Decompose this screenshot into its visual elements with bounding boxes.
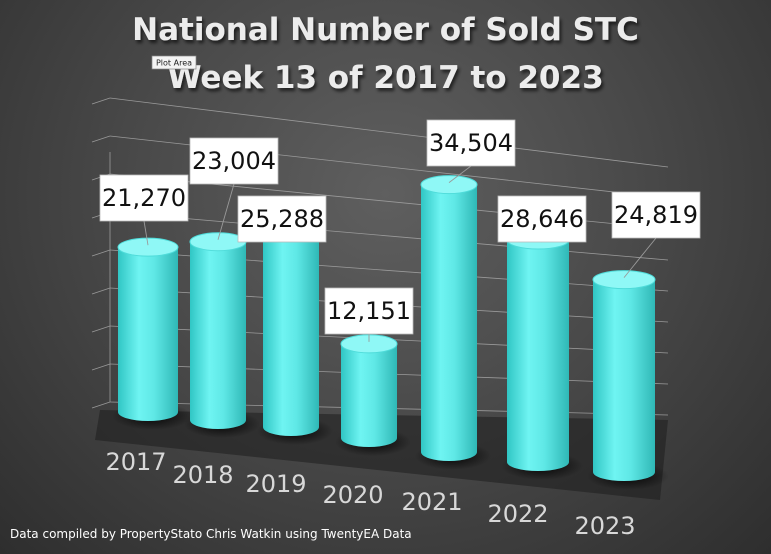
- data-label-2023: 24,819: [614, 201, 698, 229]
- data-label-box: [497, 195, 587, 243]
- data-label-box: [324, 287, 414, 335]
- bar-top-2021: [420, 175, 478, 195]
- data-label-2019: 25,288: [240, 205, 324, 233]
- data-label-2017: 21,270: [102, 184, 186, 212]
- gridline: [109, 211, 669, 261]
- gridline-left: [91, 97, 111, 105]
- footer-credit: Data compiled by PropertyStato Chris Wat…: [10, 527, 412, 541]
- gridline-left: [91, 249, 111, 257]
- plot-area-tooltip-text: Plot Area: [156, 59, 192, 68]
- leader-line: [217, 183, 235, 240]
- chart-title-line1: National Number of Sold STC: [132, 12, 639, 48]
- data-label-box: [189, 137, 279, 185]
- gridline-left: [91, 287, 111, 295]
- gridline: [109, 97, 669, 168]
- x-tick-label-2023: 2023: [574, 512, 635, 540]
- bar-2023: [593, 279, 655, 481]
- leader-line: [143, 220, 149, 246]
- data-label-2021: 34,504: [429, 129, 513, 157]
- x-axis-labels: 2017 2018 2019 2020 2021 2022 2023: [105, 448, 635, 540]
- bar-2018: [190, 241, 246, 429]
- data-label-2018: 23,004: [192, 147, 276, 175]
- bar-2021: [421, 184, 477, 461]
- gridline-left: [91, 135, 111, 143]
- bar-2017: [118, 247, 178, 421]
- bar-top-2017: [117, 237, 179, 257]
- data-label-box: [99, 174, 189, 222]
- chart-title-line2: Week 13 of 2017 to 2023: [167, 60, 603, 96]
- data-label-box: [611, 191, 701, 239]
- data-label-box: [426, 119, 516, 167]
- bar-2022: [507, 239, 569, 471]
- gridline-left: [91, 363, 111, 371]
- leader-line: [448, 165, 472, 183]
- plot-area-tooltip: Plot Area: [151, 55, 197, 70]
- gridline-left: [91, 401, 111, 409]
- data-label-2022: 28,646: [500, 205, 584, 233]
- x-tick-label-2017: 2017: [105, 448, 166, 476]
- data-label-box: [237, 195, 327, 243]
- x-tick-label-2018: 2018: [172, 461, 233, 489]
- x-tick-label-2020: 2020: [322, 481, 383, 509]
- bar-2019: [263, 231, 319, 436]
- data-label-2020: 12,151: [327, 297, 411, 325]
- x-tick-label-2022: 2022: [487, 500, 548, 528]
- bar-top-2023: [592, 270, 656, 290]
- leader-line: [623, 237, 657, 278]
- x-tick-label-2021: 2021: [401, 488, 462, 516]
- x-tick-label-2019: 2019: [245, 470, 306, 498]
- bar-2020: [341, 343, 397, 447]
- gridline-left: [91, 325, 111, 333]
